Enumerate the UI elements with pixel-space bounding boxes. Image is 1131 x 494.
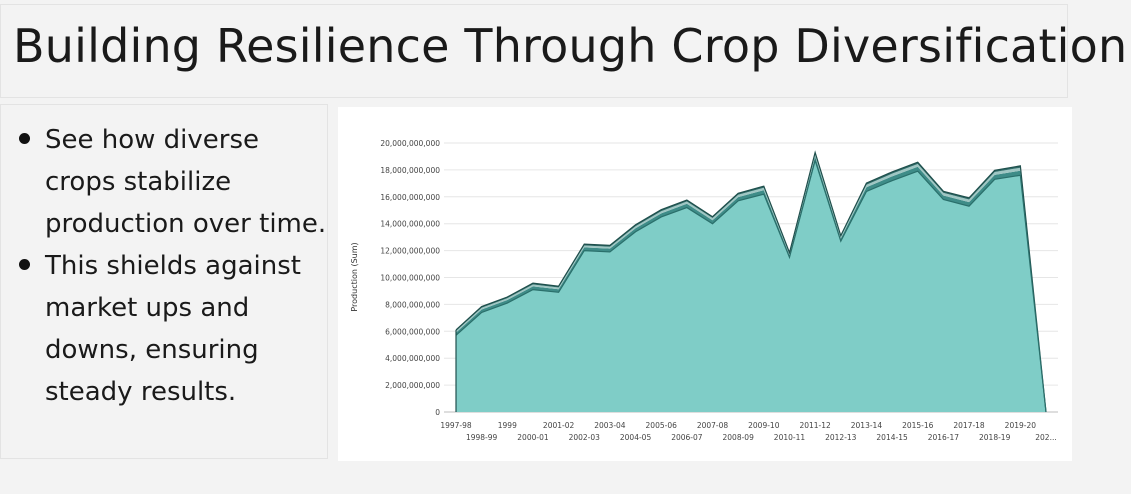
bullet-text: See how diverse crops stabilize producti… (45, 125, 327, 239)
x-tick-label: 1999 (498, 421, 517, 430)
series-top-outline (455, 150, 1047, 413)
x-tick-label: 2014-15 (876, 433, 908, 442)
x-tick-label: 2017-18 (953, 421, 985, 430)
x-tick-label: 2019-20 (1005, 421, 1037, 430)
series-area (456, 160, 1046, 412)
x-tick-label: 2008-09 (723, 433, 755, 442)
y-tick-label: 16,000,000,000 (380, 193, 440, 202)
x-tick-label: 2001-02 (543, 421, 575, 430)
x-tick-label: 1997-98 (440, 421, 472, 430)
x-tick-label: 2010-11 (774, 433, 806, 442)
x-tick-label: 2011-12 (799, 421, 831, 430)
chart-panel: 0 2,000,000,000 4,000,000,000 6,000,000,000… (338, 107, 1072, 461)
x-tick-label: 2007-08 (697, 421, 729, 430)
y-tick-label: 10,000,000,000 (380, 274, 440, 283)
y-tick-label: 6,000,000,000 (385, 327, 440, 336)
y-axis: 0 2,000,000,000 4,000,000,000 6,000,000,000… (380, 139, 440, 417)
bullet-text: This shields against market ups and down… (45, 251, 301, 407)
x-tick-label: 2003-04 (594, 421, 626, 430)
bullet-dot-icon (19, 259, 30, 270)
title-panel: Building Resilience Through Crop Diversi… (0, 4, 1127, 98)
bullet-list: See how diverse crops stabilize producti… (1, 119, 329, 413)
y-tick-label: 0 (435, 408, 440, 417)
bullet-item: This shields against market ups and down… (19, 245, 329, 413)
chart-areas (455, 150, 1047, 413)
x-tick-label: 2018-19 (979, 433, 1011, 442)
series-line (455, 158, 1047, 413)
y-tick-label: 20,000,000,000 (380, 139, 440, 148)
y-tick-label: 8,000,000,000 (385, 300, 440, 309)
bullet-item: See how diverse crops stabilize producti… (19, 119, 329, 245)
y-tick-label: 2,000,000,000 (385, 381, 440, 390)
bullet-dot-icon (19, 133, 30, 144)
slide-title: Building Resilience Through Crop Diversi… (13, 19, 1128, 73)
x-tick-label: 2005-06 (646, 421, 678, 430)
x-tick-label: 2006-07 (671, 433, 703, 442)
y-tick-label: 14,000,000,000 (380, 220, 440, 229)
x-tick-label: 1998-99 (466, 433, 498, 442)
x-tick-label: 2002-03 (569, 433, 601, 442)
x-tick-label: 2012-13 (825, 433, 857, 442)
y-tick-label: 12,000,000,000 (380, 247, 440, 256)
x-tick-label: 2013-14 (851, 421, 883, 430)
x-tick-label: 202... (1035, 433, 1056, 442)
x-tick-label: 2000-01 (517, 433, 549, 442)
x-tick-label: 2016-17 (928, 433, 960, 442)
y-tick-label: 4,000,000,000 (385, 354, 440, 363)
y-tick-label: 18,000,000,000 (380, 166, 440, 175)
production-area-chart: 0 2,000,000,000 4,000,000,000 6,000,000,000… (350, 139, 1058, 442)
x-tick-label: 2015-16 (902, 421, 934, 430)
y-axis-label: Production (Sum) (350, 242, 359, 311)
x-tick-label: 2004-05 (620, 433, 652, 442)
bullet-panel: See how diverse crops stabilize producti… (0, 104, 328, 459)
x-tick-label: 2009-10 (748, 421, 780, 430)
